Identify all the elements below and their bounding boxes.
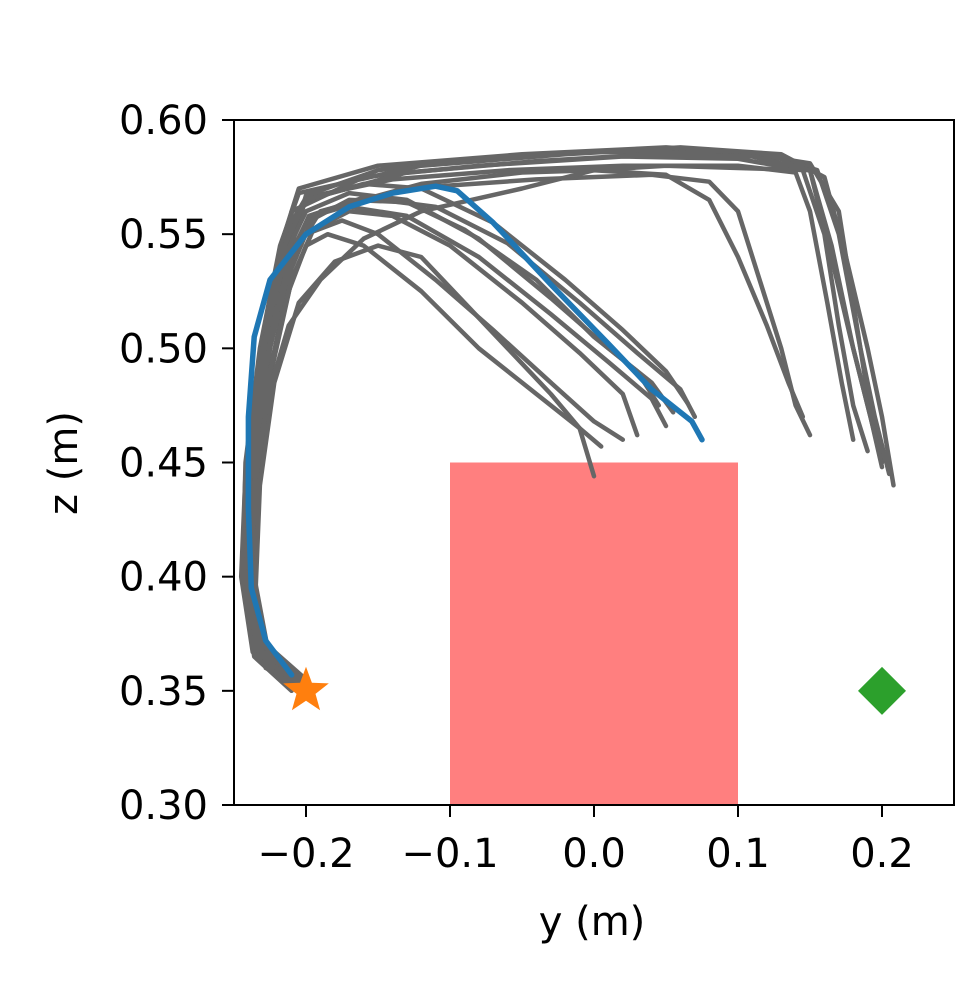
y-tick-label: 0.30 xyxy=(119,783,208,829)
y-tick-label: 0.50 xyxy=(119,326,208,372)
x-tick-label: −0.1 xyxy=(401,831,498,877)
y-tick-label: 0.45 xyxy=(119,441,208,487)
x-tick-label: −0.2 xyxy=(257,831,354,877)
x-tick-label: 0.0 xyxy=(562,831,626,877)
y-tick-label: 0.60 xyxy=(119,98,208,144)
y-tick-label: 0.40 xyxy=(119,555,208,601)
highlighted-trajectory xyxy=(245,183,705,678)
x-axis-label: y (m) xyxy=(539,899,646,945)
start-star-marker xyxy=(283,666,329,711)
obstacle-region xyxy=(450,462,738,805)
y-axis-label: z (m) xyxy=(41,411,87,515)
sample-trajectory-16 xyxy=(238,197,662,689)
sample-trajectory-15 xyxy=(253,243,597,689)
axes: −0.2 −0.1 0.0 0.1 0.2 0.30 0.35 0.40 0.45 0.50 0.5… xyxy=(119,98,955,877)
goal-diamond-marker xyxy=(858,666,906,715)
x-tick-label: 0.2 xyxy=(850,831,914,877)
y-tick-label: 0.55 xyxy=(119,212,208,258)
x-tick-label: 0.1 xyxy=(706,831,770,877)
plot-area xyxy=(238,145,896,805)
y-tick-label: 0.35 xyxy=(119,669,208,715)
